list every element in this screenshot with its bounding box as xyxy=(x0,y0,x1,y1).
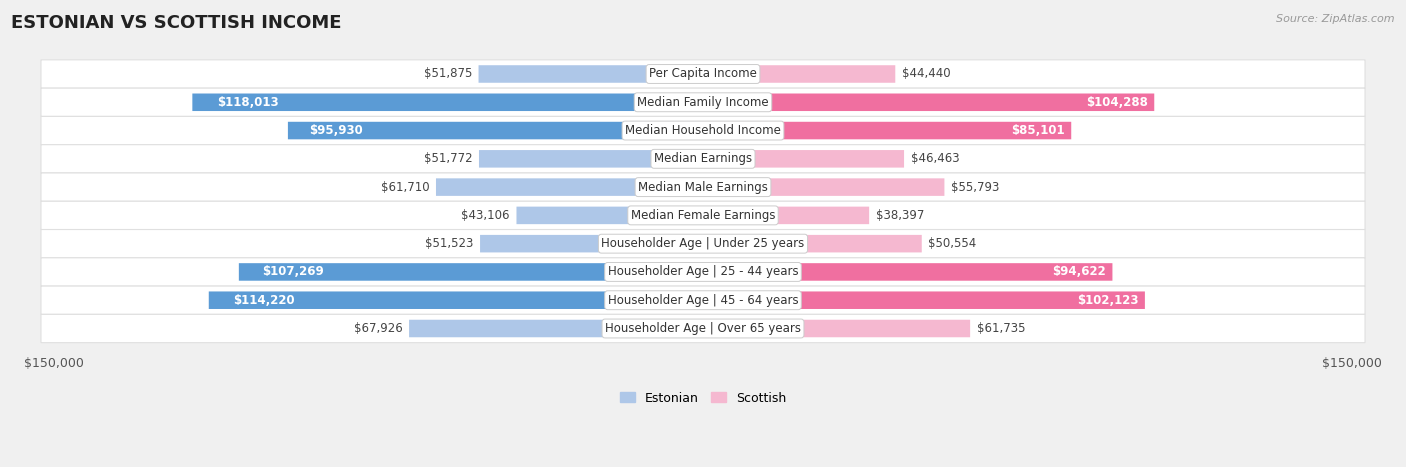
FancyBboxPatch shape xyxy=(479,235,703,253)
FancyBboxPatch shape xyxy=(193,93,703,111)
FancyBboxPatch shape xyxy=(41,60,1365,88)
Text: $114,220: $114,220 xyxy=(233,294,294,307)
FancyBboxPatch shape xyxy=(479,150,703,168)
Text: Householder Age | 45 - 64 years: Householder Age | 45 - 64 years xyxy=(607,294,799,307)
FancyBboxPatch shape xyxy=(516,206,703,224)
Text: $51,523: $51,523 xyxy=(425,237,474,250)
FancyBboxPatch shape xyxy=(41,88,1365,116)
Text: Median Male Earnings: Median Male Earnings xyxy=(638,181,768,194)
Text: $55,793: $55,793 xyxy=(950,181,1000,194)
FancyBboxPatch shape xyxy=(41,258,1365,286)
Text: $104,288: $104,288 xyxy=(1085,96,1147,109)
FancyBboxPatch shape xyxy=(703,122,1071,139)
Text: $67,926: $67,926 xyxy=(354,322,402,335)
Text: $51,772: $51,772 xyxy=(423,152,472,165)
FancyBboxPatch shape xyxy=(41,201,1365,229)
FancyBboxPatch shape xyxy=(41,286,1365,314)
FancyBboxPatch shape xyxy=(703,150,904,168)
Legend: Estonian, Scottish: Estonian, Scottish xyxy=(614,387,792,410)
FancyBboxPatch shape xyxy=(478,65,703,83)
FancyBboxPatch shape xyxy=(703,93,1154,111)
FancyBboxPatch shape xyxy=(41,229,1365,258)
Text: Median Family Income: Median Family Income xyxy=(637,96,769,109)
FancyBboxPatch shape xyxy=(41,314,1365,343)
FancyBboxPatch shape xyxy=(703,291,1144,309)
Text: $107,269: $107,269 xyxy=(262,265,323,278)
FancyBboxPatch shape xyxy=(239,263,703,281)
FancyBboxPatch shape xyxy=(703,178,945,196)
Text: Median Female Earnings: Median Female Earnings xyxy=(631,209,775,222)
Text: Median Earnings: Median Earnings xyxy=(654,152,752,165)
Text: Householder Age | Under 25 years: Householder Age | Under 25 years xyxy=(602,237,804,250)
Text: Median Household Income: Median Household Income xyxy=(626,124,780,137)
Text: Source: ZipAtlas.com: Source: ZipAtlas.com xyxy=(1277,14,1395,24)
FancyBboxPatch shape xyxy=(703,235,922,253)
Text: $118,013: $118,013 xyxy=(217,96,278,109)
Text: $46,463: $46,463 xyxy=(911,152,959,165)
Text: ESTONIAN VS SCOTTISH INCOME: ESTONIAN VS SCOTTISH INCOME xyxy=(11,14,342,32)
Text: $102,123: $102,123 xyxy=(1077,294,1139,307)
FancyBboxPatch shape xyxy=(288,122,703,139)
Text: Per Capita Income: Per Capita Income xyxy=(650,68,756,80)
FancyBboxPatch shape xyxy=(703,65,896,83)
Text: $51,875: $51,875 xyxy=(423,68,472,80)
FancyBboxPatch shape xyxy=(436,178,703,196)
Text: Householder Age | Over 65 years: Householder Age | Over 65 years xyxy=(605,322,801,335)
Text: $95,930: $95,930 xyxy=(309,124,363,137)
FancyBboxPatch shape xyxy=(208,291,703,309)
FancyBboxPatch shape xyxy=(703,206,869,224)
FancyBboxPatch shape xyxy=(703,263,1112,281)
Text: $61,710: $61,710 xyxy=(381,181,429,194)
Text: $43,106: $43,106 xyxy=(461,209,510,222)
FancyBboxPatch shape xyxy=(409,320,703,337)
Text: $50,554: $50,554 xyxy=(928,237,977,250)
Text: $94,622: $94,622 xyxy=(1052,265,1107,278)
FancyBboxPatch shape xyxy=(41,145,1365,173)
Text: $61,735: $61,735 xyxy=(977,322,1025,335)
Text: $44,440: $44,440 xyxy=(901,68,950,80)
FancyBboxPatch shape xyxy=(703,320,970,337)
Text: Householder Age | 25 - 44 years: Householder Age | 25 - 44 years xyxy=(607,265,799,278)
FancyBboxPatch shape xyxy=(41,173,1365,201)
Text: $38,397: $38,397 xyxy=(876,209,924,222)
FancyBboxPatch shape xyxy=(41,116,1365,145)
Text: $85,101: $85,101 xyxy=(1011,124,1064,137)
